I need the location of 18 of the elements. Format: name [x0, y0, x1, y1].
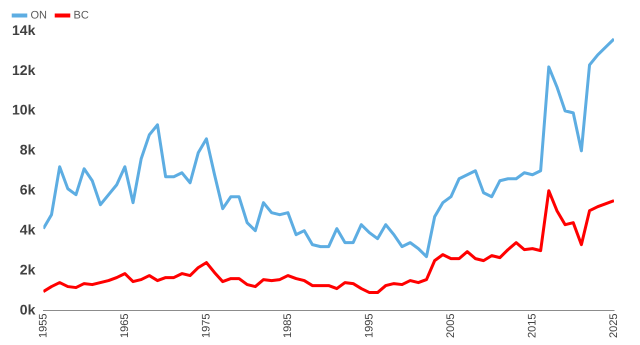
x-tick-label: 2015 — [526, 314, 539, 338]
legend-label: ON — [30, 10, 48, 22]
legend-label: BC — [74, 10, 89, 22]
y-tick-label: 8k — [20, 142, 36, 158]
x-tick-label: 2005 — [444, 314, 457, 338]
x-tick-label: 1985 — [282, 314, 294, 338]
y-tick-label: 10k — [12, 102, 36, 118]
x-tick-label: 1965 — [118, 314, 131, 338]
y-tick-label: 6k — [20, 182, 36, 198]
x-tick-label: 1975 — [200, 314, 212, 338]
x-tick-label: 1955 — [37, 314, 50, 338]
x-tick-label: 1995 — [363, 314, 376, 338]
y-tick-label: 12k — [12, 62, 36, 78]
y-tick-label: 4k — [20, 222, 36, 238]
x-tick-label: 2025 — [608, 314, 620, 338]
y-tick-label: 0k — [20, 301, 36, 318]
y-tick-label: 2k — [20, 261, 36, 278]
y-tick-label: 14k — [12, 22, 36, 38]
